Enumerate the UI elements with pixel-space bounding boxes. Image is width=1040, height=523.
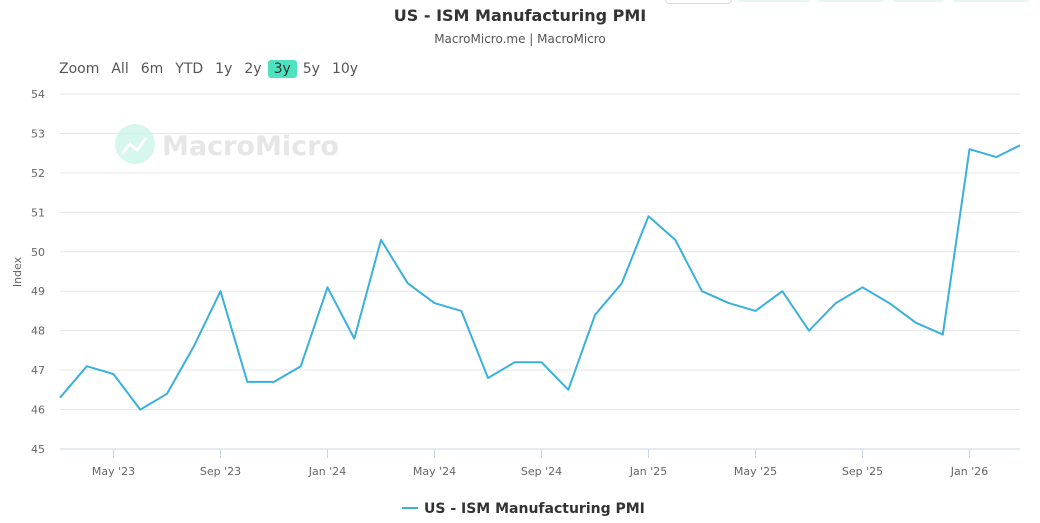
data-point [433, 301, 437, 305]
zoom-label: Zoom [59, 61, 100, 77]
data-point [85, 364, 89, 368]
legend-item[interactable]: US - ISM Manufacturing PMI [424, 501, 645, 517]
data-point [406, 281, 410, 285]
data-point [887, 301, 891, 305]
x-tick-label: Sep '25 [842, 465, 883, 478]
watermark-text: MacroMicro [162, 131, 339, 162]
zoom-button-all[interactable]: All [111, 61, 129, 77]
data-point [192, 344, 196, 348]
data-point [352, 337, 356, 341]
data-point [219, 289, 223, 293]
x-tick-label: Sep '24 [521, 465, 562, 478]
data-point [459, 309, 463, 313]
data-point [727, 301, 731, 305]
data-point [1018, 143, 1022, 147]
data-point [593, 313, 597, 317]
data-point [486, 376, 490, 380]
x-tick-label: Sep '23 [200, 465, 241, 478]
x-tick-label: May '24 [413, 465, 456, 478]
data-point [245, 380, 249, 384]
data-point [299, 364, 303, 368]
x-tick-label: Jan '26 [950, 465, 988, 478]
top-button[interactable] [892, 0, 945, 2]
data-point [620, 281, 624, 285]
chart-title: US - ISM Manufacturing PMI [393, 6, 647, 25]
zoom-button-2y[interactable]: 2y [244, 61, 262, 77]
zoom-button-ytd[interactable]: YTD [175, 61, 204, 77]
data-point [861, 285, 865, 289]
watermark-logo-icon [120, 137, 148, 155]
series-line [59, 144, 1021, 411]
zoom-selector: Zoom All 6m YTD 1y 2y 3y 5y 10y [59, 60, 364, 78]
zoom-button-1y[interactable]: 1y [215, 61, 233, 77]
data-point [807, 329, 811, 333]
chart-subtitle: MacroMicro.me | MacroMicro [434, 32, 606, 46]
x-tick-label: Jan '24 [308, 465, 346, 478]
watermark-logo-icon [115, 124, 155, 164]
zoom-button-5y[interactable]: 5y [302, 61, 320, 77]
y-tick-label: 49 [31, 285, 45, 298]
data-point [138, 408, 142, 412]
data-point [941, 333, 945, 337]
data-point [994, 155, 998, 159]
y-tick-label: 48 [31, 325, 45, 338]
y-tick-label: 54 [31, 88, 45, 101]
data-point [673, 238, 677, 242]
x-tick-label: May '23 [92, 465, 135, 478]
y-tick-label: 50 [31, 246, 45, 259]
data-point [914, 321, 918, 325]
data-point [968, 147, 972, 151]
zoom-button-10y[interactable]: 10y [331, 61, 359, 77]
data-point [165, 392, 169, 396]
data-point [112, 372, 116, 376]
data-point [326, 285, 330, 289]
x-tick-label: May '25 [734, 465, 777, 478]
y-tick-label: 46 [31, 404, 45, 417]
data-point [700, 289, 704, 293]
y-tick-label: 45 [31, 443, 45, 456]
zoom-button-3y[interactable]: 3y [267, 60, 297, 78]
data-point [379, 238, 383, 242]
y-axis-label: Index [11, 256, 24, 287]
x-tick-label: Jan '25 [629, 465, 667, 478]
top-button[interactable] [737, 0, 811, 2]
data-point [272, 380, 276, 384]
data-point [513, 360, 517, 364]
y-tick-label: 47 [31, 364, 45, 377]
y-tick-label: 52 [31, 167, 45, 180]
data-point [834, 301, 838, 305]
data-point [754, 309, 758, 313]
zoom-button-6m[interactable]: 6m [140, 61, 164, 77]
data-point [780, 289, 784, 293]
y-tick-label: 51 [31, 206, 45, 219]
top-button[interactable] [817, 0, 885, 2]
data-point [58, 396, 62, 400]
data-point [540, 360, 544, 364]
y-tick-label: 53 [31, 127, 45, 140]
data-point [566, 388, 570, 392]
data-point [647, 214, 651, 218]
top-button[interactable] [952, 0, 1030, 2]
